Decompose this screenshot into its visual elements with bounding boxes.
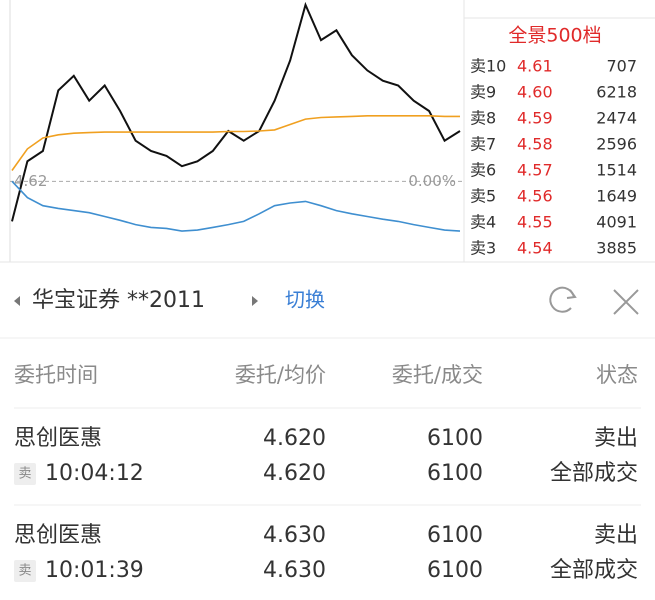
close-icon[interactable] <box>613 289 639 315</box>
level-price: 4.61 <box>517 57 553 76</box>
side: 卖 <box>18 467 31 482</box>
level-volume: 707 <box>606 57 637 76</box>
y-tick-label: 4.62 <box>14 172 47 190</box>
switch-button[interactable]: 切换 <box>285 288 325 312</box>
column-header: 委托/成交 <box>392 363 483 387</box>
level-volume: 4091 <box>596 213 637 232</box>
order-time: 10:01:39 <box>45 558 144 583</box>
fill-status: 全部成交 <box>550 461 638 486</box>
stock-name: 思创医惠 <box>14 523 102 548</box>
level-volume: 3885 <box>596 239 637 258</box>
refresh-icon[interactable] <box>549 286 575 313</box>
chart: 4.62 0.00% <box>10 1 462 232</box>
order-time: 10:04:12 <box>45 461 144 486</box>
filled-qty: 6100 <box>427 558 483 583</box>
broker: 华宝证券 **2011 <box>32 288 205 313</box>
order-book: 卖10 4.61 707 卖9 4.60 6218 卖8 4.59 2474 卖7 4.58 2596… <box>470 57 637 258</box>
level-price: 4.56 <box>517 187 553 206</box>
avg-price: 4.630 <box>263 558 326 583</box>
level-price: 4.54 <box>517 239 553 258</box>
order-book-title[interactable]: 全景500档 <box>508 25 601 47</box>
refresh-arrow <box>566 289 577 299</box>
level-price: 4.57 <box>517 161 553 180</box>
level-label: 卖6 <box>470 161 496 180</box>
level-price: 4.55 <box>517 213 553 232</box>
y2-tick-label: 0.00% <box>408 172 456 190</box>
level-label: 卖5 <box>470 187 496 206</box>
level-volume: 2596 <box>596 135 637 154</box>
column-header: 委托时间 <box>14 363 98 387</box>
side-badge <box>14 463 36 485</box>
panel <box>0 262 655 600</box>
stock-name: 思创医惠 <box>14 426 102 451</box>
level-price: 4.58 <box>517 135 553 154</box>
level-label: 卖4 <box>470 213 496 232</box>
filled-qty: 6100 <box>427 461 483 486</box>
level-volume: 1649 <box>596 187 637 206</box>
side: 卖 <box>18 564 31 579</box>
fill-status: 全部成交 <box>550 558 638 583</box>
level-label: 卖9 <box>470 83 496 102</box>
level-volume: 6218 <box>596 83 637 102</box>
column-header: 委托/均价 <box>235 363 326 387</box>
side-badge <box>14 560 36 582</box>
order-price: 4.620 <box>263 426 326 451</box>
prev-arrow[interactable] <box>14 296 20 306</box>
order-qty: 6100 <box>427 426 483 451</box>
level-label: 卖7 <box>470 135 496 154</box>
next-arrow[interactable] <box>252 296 258 306</box>
order-price: 4.630 <box>263 523 326 548</box>
price-line <box>11 1 461 222</box>
status: 卖出 <box>594 523 638 548</box>
level-label: 卖8 <box>470 109 496 128</box>
price-line <box>11 180 461 232</box>
level-volume: 2474 <box>596 109 637 128</box>
order-qty: 6100 <box>427 523 483 548</box>
price-line <box>11 115 460 171</box>
level-volume: 1514 <box>596 161 637 180</box>
level-price: 4.59 <box>517 109 553 128</box>
level-label: 卖3 <box>470 239 496 258</box>
avg-price: 4.620 <box>263 461 326 486</box>
status: 卖出 <box>594 426 638 451</box>
level-label: 卖10 <box>470 57 506 76</box>
level-price: 4.60 <box>517 83 553 102</box>
column-header: 状态 <box>596 363 638 387</box>
